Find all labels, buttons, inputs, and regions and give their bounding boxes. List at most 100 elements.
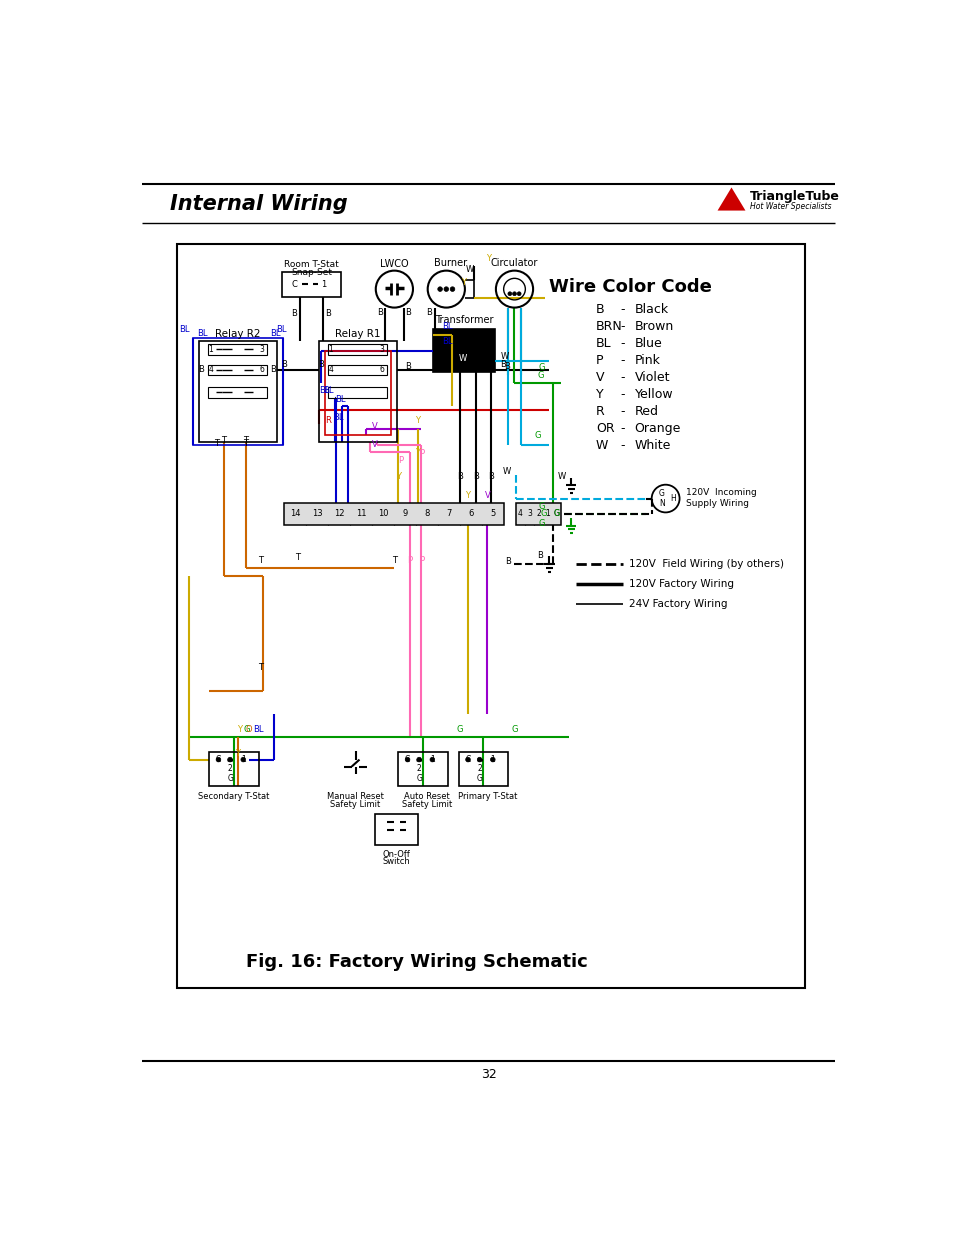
Text: C: C: [404, 755, 410, 764]
Bar: [193, 338, 282, 445]
Text: 24V Factory Wiring: 24V Factory Wiring: [629, 599, 727, 609]
Text: Orange: Orange: [634, 422, 680, 435]
Text: 5: 5: [490, 510, 496, 519]
Text: G: G: [534, 431, 540, 440]
Circle shape: [405, 757, 410, 762]
Text: -: -: [620, 372, 624, 384]
Bar: [375, 814, 418, 845]
Bar: [328, 387, 387, 398]
Text: G: G: [537, 501, 544, 511]
Text: ▬: ▬: [416, 757, 422, 762]
Text: B: B: [317, 361, 323, 369]
Text: Y: Y: [460, 278, 465, 288]
Bar: [433, 330, 495, 372]
Text: P: P: [397, 456, 403, 464]
Text: 6: 6: [259, 366, 264, 374]
Text: Y: Y: [415, 415, 419, 425]
Bar: [458, 752, 508, 785]
Text: BL: BL: [442, 337, 453, 346]
Text: B: B: [473, 473, 478, 482]
Text: 2: 2: [228, 764, 233, 773]
Circle shape: [490, 757, 495, 762]
Text: W: W: [596, 438, 608, 452]
Text: T: T: [243, 436, 248, 445]
Text: Violet: Violet: [634, 372, 669, 384]
Text: Relay R1: Relay R1: [335, 329, 380, 338]
Text: 13: 13: [312, 510, 322, 519]
Text: Snap-Set: Snap-Set: [291, 268, 332, 277]
Text: T: T: [221, 436, 226, 445]
Bar: [177, 245, 804, 988]
Text: O: O: [245, 725, 252, 734]
Circle shape: [517, 291, 520, 295]
Text: W: W: [558, 473, 565, 482]
Text: P: P: [407, 556, 412, 564]
Text: V: V: [484, 492, 490, 500]
Text: Y: Y: [234, 748, 239, 758]
Text: -: -: [620, 354, 624, 367]
Text: B: B: [505, 557, 511, 566]
Text: -: -: [620, 320, 624, 333]
Text: Burner: Burner: [434, 258, 466, 268]
Text: 7: 7: [446, 510, 452, 519]
Text: 120V Factory Wiring: 120V Factory Wiring: [629, 579, 734, 589]
Text: Y: Y: [596, 388, 603, 401]
Text: C: C: [215, 755, 221, 764]
Text: B: B: [377, 308, 383, 316]
Text: Blue: Blue: [634, 337, 661, 351]
Text: Safety Limit: Safety Limit: [401, 800, 452, 809]
Text: BL: BL: [335, 395, 345, 405]
Text: W: W: [502, 467, 511, 477]
Bar: [284, 503, 504, 525]
Circle shape: [241, 757, 245, 762]
Text: Internal Wiring: Internal Wiring: [170, 194, 347, 215]
Text: 11: 11: [355, 510, 366, 519]
Text: Red: Red: [634, 405, 658, 417]
Text: 1: 1: [544, 510, 549, 519]
Text: B: B: [537, 551, 542, 559]
Text: 32: 32: [480, 1068, 497, 1081]
Text: B: B: [292, 309, 297, 319]
Text: W: W: [465, 266, 474, 274]
Bar: [516, 503, 560, 525]
Text: T: T: [294, 553, 299, 562]
Text: BL: BL: [276, 325, 287, 333]
Text: BL: BL: [596, 337, 611, 351]
Text: LWCO: LWCO: [379, 259, 408, 269]
Text: 3: 3: [259, 345, 264, 353]
Text: 1: 1: [490, 755, 495, 764]
Text: Switch: Switch: [382, 857, 410, 867]
Text: G: G: [553, 510, 558, 519]
Text: Pink: Pink: [634, 354, 659, 367]
Text: ▬: ▬: [227, 757, 233, 762]
Text: G: G: [554, 510, 559, 519]
Text: V: V: [596, 372, 604, 384]
Text: G: G: [476, 773, 482, 783]
Text: 8: 8: [424, 510, 430, 519]
Text: T: T: [257, 663, 262, 672]
Text: V: V: [372, 440, 377, 450]
Text: Y: Y: [395, 473, 400, 482]
Text: B: B: [488, 473, 494, 482]
Text: Room T-Stat: Room T-Stat: [284, 261, 338, 269]
Circle shape: [450, 287, 455, 291]
Text: Black: Black: [634, 304, 668, 316]
Text: 1: 1: [240, 755, 245, 764]
Text: -: -: [620, 388, 624, 401]
Text: B: B: [197, 366, 203, 374]
Text: 4: 4: [208, 366, 213, 374]
Text: G: G: [456, 725, 463, 734]
Text: 12: 12: [334, 510, 344, 519]
Bar: [208, 364, 267, 375]
Text: TriangleTube: TriangleTube: [749, 190, 839, 204]
Text: G: G: [659, 489, 664, 498]
Circle shape: [476, 757, 481, 762]
Text: BL: BL: [442, 321, 453, 331]
Bar: [282, 272, 340, 296]
Text: 1: 1: [328, 345, 333, 353]
Text: Y: Y: [236, 725, 242, 734]
Text: H: H: [670, 494, 676, 503]
Text: G: G: [511, 725, 517, 734]
Text: G: G: [537, 519, 544, 527]
Text: 1: 1: [430, 755, 435, 764]
